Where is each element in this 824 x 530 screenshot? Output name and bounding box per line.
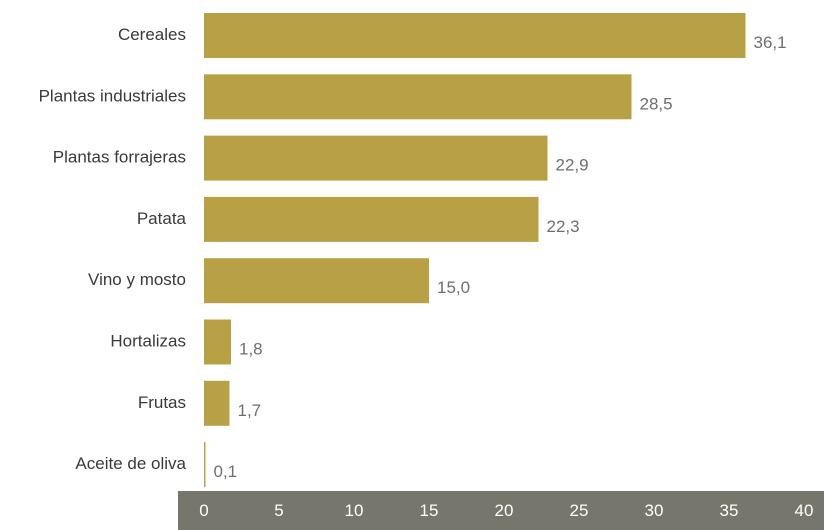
bar-1 (204, 74, 632, 120)
value-label-2: 22,9 (556, 156, 589, 175)
x-axis-ticks: 0 5 10 15 20 25 30 35 40 (199, 501, 813, 520)
x-tick-label-3: 15 (420, 501, 439, 520)
x-tick-label-1: 5 (274, 501, 283, 520)
category-labels: Cereales Plantas industriales Plantas forr… (39, 25, 187, 473)
category-label-5: Hortalizas (110, 331, 186, 350)
value-labels: 36,1 28,5 22,9 22,3 15,0 1,8 1,7 0,1 (214, 33, 787, 481)
x-tick-label-8: 40 (795, 501, 814, 520)
bar-0 (204, 13, 746, 58)
value-label-0: 36,1 (754, 33, 787, 52)
category-label-4: Vino y mosto (88, 270, 186, 289)
value-label-3: 22,3 (547, 217, 580, 236)
category-label-3: Patata (137, 209, 187, 228)
bars-group (204, 13, 746, 488)
value-label-6: 1,7 (238, 401, 262, 420)
x-tick-label-7: 35 (720, 501, 739, 520)
category-label-0: Cereales (118, 25, 186, 44)
category-label-2: Plantas forrajeras (53, 148, 186, 167)
x-axis-band (178, 491, 824, 530)
bar-6 (204, 380, 230, 426)
category-label-6: Frutas (138, 393, 186, 412)
x-tick-label-6: 30 (645, 501, 664, 520)
x-tick-label-5: 25 (570, 501, 589, 520)
value-label-1: 28,5 (640, 94, 673, 113)
bar-2 (204, 135, 548, 181)
category-label-7: Aceite de oliva (75, 454, 186, 473)
value-label-4: 15,0 (437, 278, 470, 297)
x-tick-label-4: 20 (495, 501, 514, 520)
bar-5 (204, 319, 231, 365)
value-label-7: 0,1 (214, 462, 238, 481)
x-tick-label-0: 0 (199, 501, 208, 520)
x-tick-label-2: 10 (345, 501, 364, 520)
x-axis-band-background (178, 491, 824, 530)
category-label-1: Plantas industriales (39, 86, 186, 105)
bar-4 (204, 258, 429, 304)
bar-7 (204, 442, 206, 488)
bar-3 (204, 196, 539, 242)
value-label-5: 1,8 (239, 339, 263, 358)
